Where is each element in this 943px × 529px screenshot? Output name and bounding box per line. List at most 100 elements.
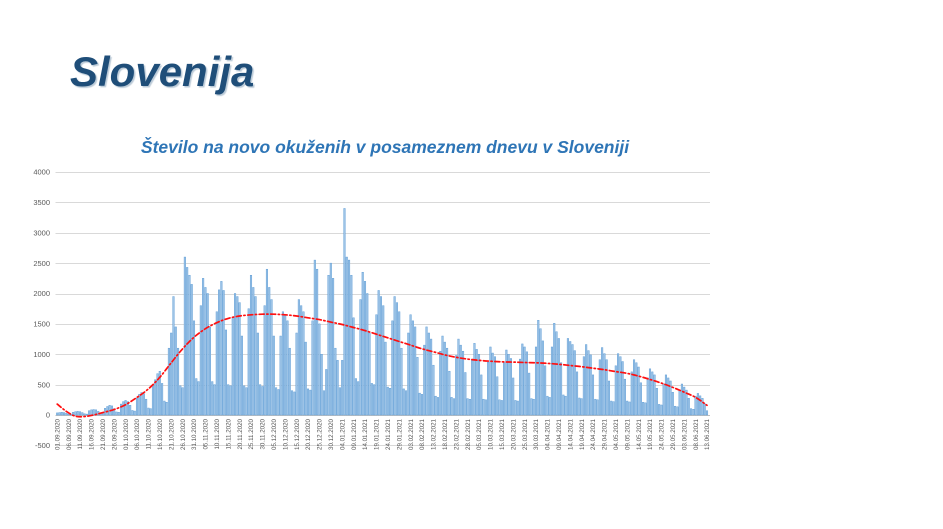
x-tick-label: 31.10.2020 bbox=[191, 418, 198, 450]
bar bbox=[361, 272, 364, 416]
bar bbox=[468, 398, 471, 416]
x-tick-label: 08.06.2021 bbox=[693, 418, 700, 450]
bar bbox=[252, 287, 255, 416]
bar bbox=[516, 400, 519, 416]
bar bbox=[416, 357, 419, 416]
bar bbox=[329, 262, 332, 416]
bar bbox=[195, 378, 198, 416]
x-tick-label: 05.11.2020 bbox=[203, 418, 210, 449]
x-tick-label: 16.09.2020 bbox=[89, 418, 96, 450]
x-tick-label: 25.12.2020 bbox=[317, 418, 324, 450]
bar bbox=[122, 401, 125, 416]
bar bbox=[430, 338, 433, 416]
x-tick-label: 30.03.2021 bbox=[533, 418, 540, 450]
bar bbox=[375, 314, 378, 416]
bar bbox=[204, 287, 207, 416]
bar bbox=[585, 344, 588, 416]
bar bbox=[546, 395, 549, 416]
bar bbox=[674, 405, 677, 416]
bar bbox=[124, 400, 127, 416]
bar bbox=[507, 354, 510, 416]
bar bbox=[78, 411, 82, 416]
bar bbox=[341, 360, 344, 416]
x-tick-label: 11.10.2020 bbox=[146, 418, 153, 449]
x-tick-label: 21.10.2020 bbox=[168, 418, 175, 450]
bar bbox=[220, 281, 223, 416]
x-tick-label: 10.03.2021 bbox=[488, 418, 495, 450]
bar bbox=[133, 410, 136, 416]
bar bbox=[83, 413, 86, 416]
bar bbox=[81, 412, 84, 416]
x-tick-label: 26.10.2020 bbox=[180, 418, 187, 450]
x-tick-label: 20.11.2020 bbox=[237, 418, 244, 449]
bar bbox=[475, 349, 478, 416]
bar bbox=[601, 347, 604, 416]
bar bbox=[411, 320, 414, 416]
bar bbox=[436, 397, 439, 416]
bar bbox=[300, 305, 303, 416]
x-tick-label: 15.12.2020 bbox=[294, 418, 301, 450]
bar bbox=[537, 320, 540, 416]
bar bbox=[633, 359, 636, 416]
x-tick-label: 28.02.2021 bbox=[465, 418, 472, 450]
bar bbox=[275, 387, 278, 416]
bar bbox=[450, 397, 453, 416]
bar bbox=[642, 402, 645, 416]
bar bbox=[610, 400, 613, 416]
bar bbox=[236, 296, 239, 416]
bar bbox=[699, 395, 702, 416]
x-tick-label: 03.02.2021 bbox=[408, 418, 415, 450]
bar bbox=[402, 388, 405, 416]
bar bbox=[509, 358, 512, 416]
bar bbox=[487, 361, 490, 416]
bar bbox=[74, 411, 77, 416]
bar bbox=[658, 404, 661, 416]
bar bbox=[555, 331, 558, 416]
bar bbox=[653, 374, 656, 416]
bar bbox=[117, 412, 120, 416]
bar bbox=[446, 347, 449, 416]
x-tick-label: 25.03.2021 bbox=[522, 418, 529, 450]
bar bbox=[126, 401, 129, 416]
bar bbox=[566, 338, 569, 416]
bar bbox=[302, 311, 305, 416]
x-tick-label: 19.05.2021 bbox=[647, 418, 654, 450]
bar bbox=[345, 256, 348, 416]
bar bbox=[623, 378, 626, 416]
x-tick-label: 05.03.2021 bbox=[476, 418, 483, 450]
bar bbox=[639, 382, 642, 416]
bar bbox=[129, 405, 132, 416]
bar bbox=[637, 366, 640, 416]
x-tick-label: 30.11.2020 bbox=[260, 418, 267, 449]
bar bbox=[192, 320, 196, 416]
bar bbox=[256, 332, 259, 416]
bar bbox=[311, 320, 314, 416]
chart-title: Število na novo okuženih v posameznem dn… bbox=[140, 137, 630, 157]
bar bbox=[190, 284, 193, 416]
bar bbox=[553, 323, 556, 416]
bar bbox=[564, 395, 567, 416]
bar bbox=[161, 383, 164, 416]
bar bbox=[174, 326, 177, 416]
x-tick-label: 19.04.2021 bbox=[579, 418, 586, 450]
bar bbox=[313, 259, 316, 416]
x-tick-label: 14.05.2021 bbox=[636, 418, 643, 450]
x-tick-label: 10.11.2020 bbox=[214, 418, 221, 449]
bar bbox=[562, 394, 565, 416]
bar bbox=[90, 409, 93, 416]
bar bbox=[614, 365, 617, 416]
bar bbox=[120, 403, 123, 416]
x-tick-label: 06.09.2020 bbox=[66, 418, 73, 450]
x-tick-label: 01.10.2020 bbox=[123, 418, 130, 450]
bar bbox=[318, 323, 321, 416]
x-tick-label: 20.12.2020 bbox=[305, 418, 312, 450]
bar bbox=[325, 369, 328, 416]
bar bbox=[473, 343, 476, 416]
x-tick-label: 06.10.2020 bbox=[134, 418, 141, 450]
bar bbox=[270, 299, 273, 416]
bar bbox=[477, 354, 481, 416]
trend-line bbox=[56, 313, 708, 418]
bar bbox=[420, 394, 424, 416]
bar bbox=[605, 359, 608, 416]
bar bbox=[539, 328, 542, 416]
